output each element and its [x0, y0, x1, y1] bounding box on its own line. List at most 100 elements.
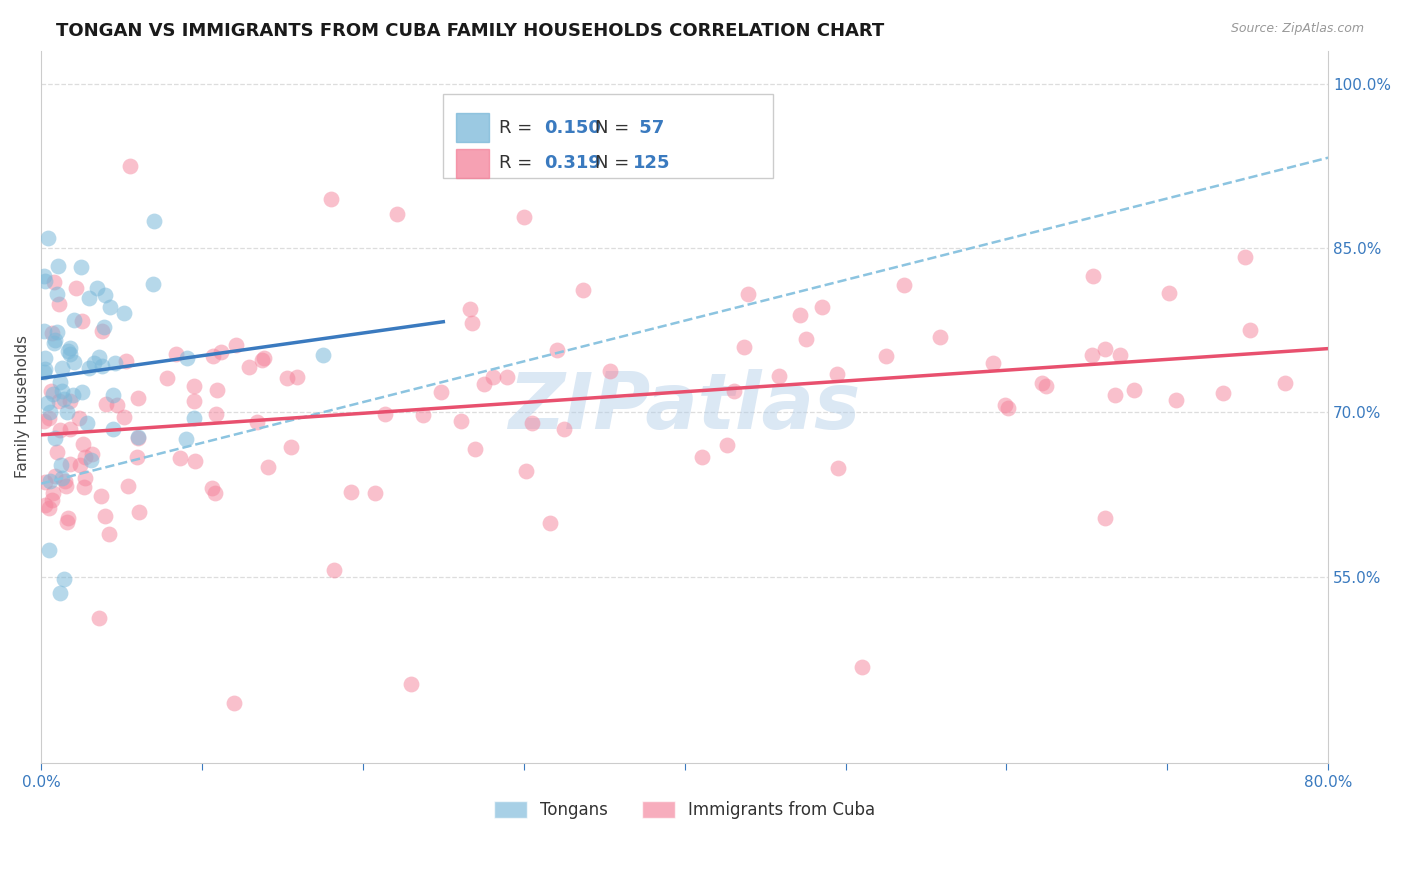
- Point: [794, 332, 817, 346]
- Text: 57: 57: [633, 119, 664, 136]
- Point: [48, 394, 70, 409]
- Point: [553, 422, 575, 436]
- Point: [90, 324, 112, 338]
- Point: [59, 457, 82, 471]
- Point: [41, 384, 63, 399]
- Point: [97, 527, 120, 541]
- Point: [1164, 392, 1187, 407]
- Point: [246, 415, 269, 429]
- Point: [114, 410, 136, 425]
- Point: [62, 388, 84, 402]
- Point: [104, 356, 127, 370]
- Point: [59, 347, 82, 361]
- Point: [75, 471, 97, 485]
- Point: [1094, 342, 1116, 356]
- Point: [207, 383, 229, 397]
- Point: [276, 370, 298, 384]
- Point: [56, 516, 79, 530]
- Point: [571, 283, 593, 297]
- Point: [399, 677, 422, 691]
- Point: [285, 369, 308, 384]
- Point: [115, 354, 138, 368]
- Point: [75, 450, 97, 464]
- Point: [42, 486, 65, 500]
- Point: [48, 297, 70, 311]
- Point: [238, 360, 260, 375]
- Point: [44, 333, 66, 347]
- Point: [183, 378, 205, 392]
- Point: [225, 338, 247, 352]
- Point: [37, 231, 59, 245]
- Point: [62, 313, 84, 327]
- Point: [202, 349, 225, 363]
- Point: [385, 207, 408, 221]
- Point: [56, 405, 79, 419]
- Point: [70, 384, 93, 399]
- Point: [117, 479, 139, 493]
- Point: [51, 384, 73, 399]
- Point: [205, 407, 228, 421]
- Point: [464, 442, 486, 457]
- Point: [312, 348, 335, 362]
- Point: [34, 274, 56, 288]
- Point: [1035, 379, 1057, 393]
- Point: [51, 361, 73, 376]
- Point: [450, 414, 472, 428]
- Point: [44, 275, 66, 289]
- Point: [1274, 376, 1296, 390]
- Text: 125: 125: [633, 154, 671, 172]
- Point: [34, 324, 56, 338]
- Point: [67, 411, 90, 425]
- Text: N =: N =: [595, 154, 634, 172]
- Point: [520, 416, 543, 430]
- Point: [1157, 286, 1180, 301]
- Point: [49, 375, 72, 389]
- Point: [56, 344, 79, 359]
- Point: [98, 300, 121, 314]
- Point: [101, 388, 124, 402]
- Point: [1081, 268, 1104, 283]
- Point: [46, 259, 69, 273]
- Point: [58, 510, 80, 524]
- Point: [174, 433, 197, 447]
- Text: Source: ZipAtlas.com: Source: ZipAtlas.com: [1230, 22, 1364, 36]
- Text: TONGAN VS IMMIGRANTS FROM CUBA FAMILY HOUSEHOLDS CORRELATION CHART: TONGAN VS IMMIGRANTS FROM CUBA FAMILY HO…: [56, 22, 884, 40]
- Point: [41, 326, 63, 340]
- Point: [34, 475, 56, 489]
- Point: [127, 429, 149, 443]
- Point: [253, 351, 276, 365]
- Point: [176, 351, 198, 366]
- Point: [55, 479, 77, 493]
- Point: [38, 543, 60, 558]
- Point: [87, 610, 110, 624]
- Point: [107, 398, 129, 412]
- Point: [827, 461, 849, 475]
- Point: [1031, 376, 1053, 391]
- Text: N =: N =: [595, 119, 634, 136]
- Point: [1109, 348, 1132, 362]
- Point: [851, 659, 873, 673]
- Point: [768, 368, 790, 383]
- Point: [42, 387, 65, 401]
- Point: [209, 345, 232, 359]
- Point: [733, 340, 755, 354]
- Point: [224, 696, 246, 710]
- Point: [142, 277, 165, 291]
- Point: [93, 320, 115, 334]
- Point: [319, 192, 342, 206]
- Point: [184, 454, 207, 468]
- Point: [63, 355, 86, 369]
- Point: [94, 288, 117, 302]
- Point: [250, 353, 273, 368]
- Point: [994, 398, 1017, 412]
- Point: [87, 351, 110, 365]
- Point: [96, 397, 118, 411]
- Point: [76, 416, 98, 430]
- Point: [183, 411, 205, 425]
- Point: [256, 459, 278, 474]
- Point: [44, 431, 66, 445]
- Point: [34, 351, 56, 365]
- Point: [280, 440, 302, 454]
- Point: [72, 437, 94, 451]
- Point: [34, 268, 56, 283]
